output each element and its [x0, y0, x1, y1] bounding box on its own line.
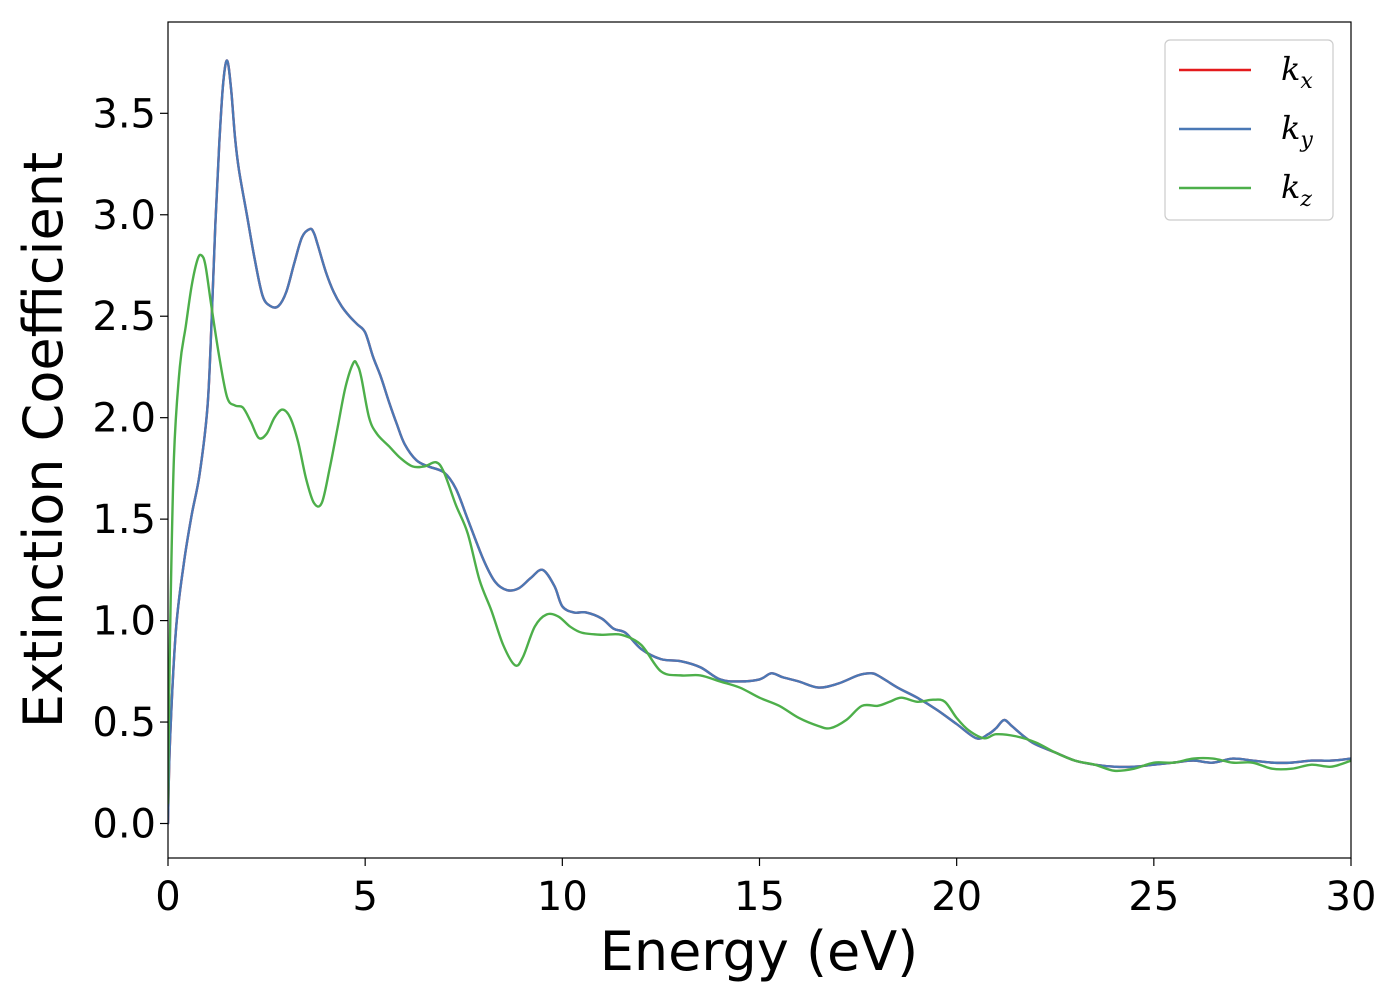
legend-label-ky: ky [1281, 109, 1313, 153]
y-tick-label: 3.0 [92, 193, 156, 239]
x-tick-label: 0 [155, 874, 180, 920]
x-axis-title: Energy (eV) [600, 920, 919, 983]
y-tick-label: 2.0 [92, 396, 156, 442]
series-layer [168, 59, 1351, 825]
x-tick-label: 5 [352, 874, 377, 920]
y-axis-title: Extinction Coefficient [12, 152, 75, 728]
y-tick-label: 3.5 [92, 91, 156, 137]
legend-label-kx: kx [1281, 50, 1313, 94]
y-tick-label: 0.0 [92, 802, 156, 848]
legend-label-kz: kz [1281, 168, 1312, 212]
y-axis: 0.0 0.5 1.0 1.5 2.0 2.5 3.0 3.5 [92, 91, 168, 848]
series-line-kz [168, 253, 1351, 805]
y-tick-label: 1.0 [92, 599, 156, 645]
x-tick-label: 25 [1128, 874, 1179, 920]
x-axis: 0 5 10 15 20 25 30 [155, 858, 1376, 920]
y-tick-label: 2.5 [92, 294, 156, 340]
x-tick-label: 30 [1326, 874, 1377, 920]
legend: kx ky kz [1164, 39, 1334, 221]
x-tick-label: 20 [931, 874, 982, 920]
series-line-ky [168, 59, 1351, 825]
y-tick-label: 0.5 [92, 700, 156, 746]
x-tick-label: 10 [537, 874, 588, 920]
y-tick-label: 1.5 [92, 497, 156, 543]
x-tick-label: 15 [734, 874, 785, 920]
